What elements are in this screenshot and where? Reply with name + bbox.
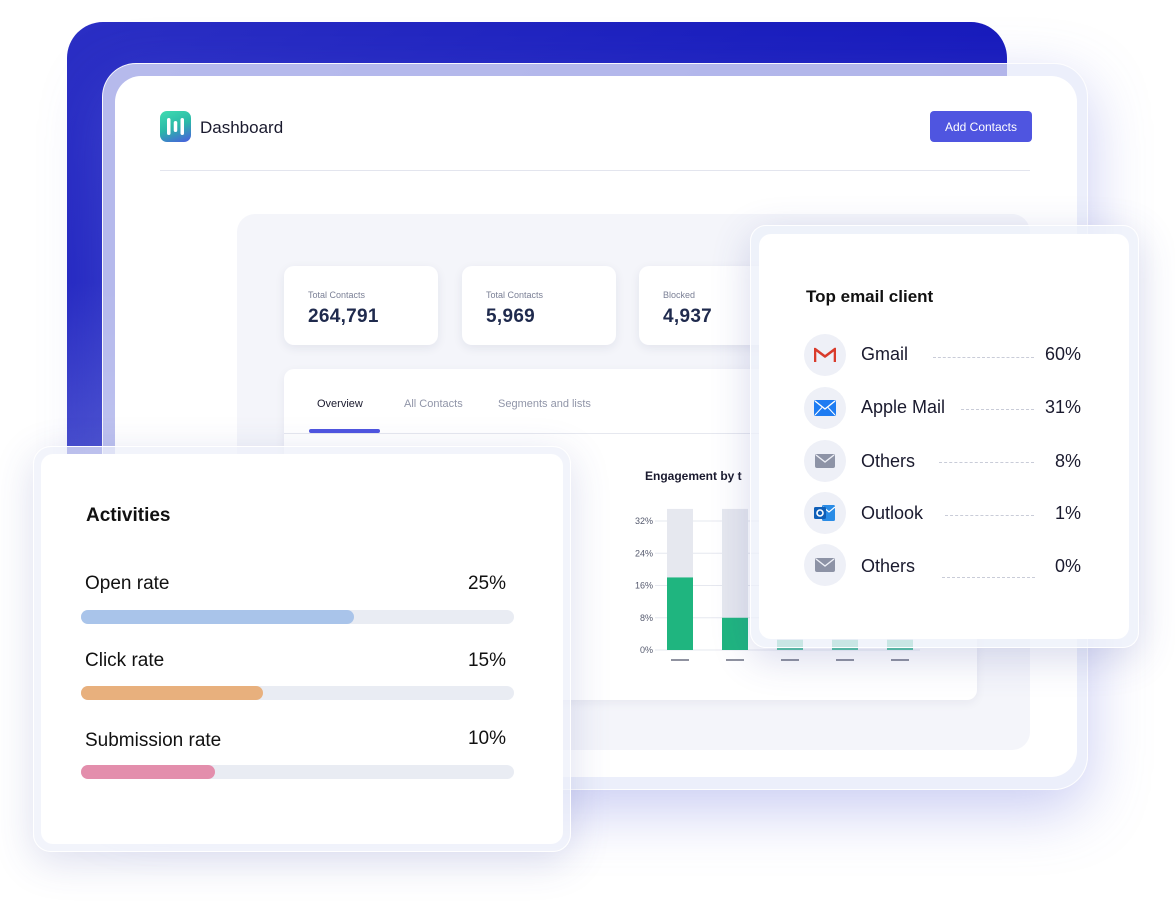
submission-rate-progress-track [81, 765, 514, 779]
client-name-others: Others [861, 451, 916, 471]
click-rate-label: Click rate [85, 650, 165, 671]
tabs-divider [284, 433, 977, 434]
y-tick-label: 8% [640, 613, 653, 623]
y-tick-label: 24% [635, 548, 653, 558]
stat-value: 4,937 [663, 306, 713, 327]
mail-icon [804, 544, 846, 586]
dotted-leader [942, 577, 1035, 578]
client-percent-apple-mail: 31% [1044, 397, 1081, 417]
gmail-icon [804, 334, 846, 376]
client-percent-gmail: 60% [1044, 344, 1081, 364]
stat-card-total-contacts: Total Contacts 264,791 [284, 266, 438, 345]
stat-value: 5,969 [486, 306, 536, 327]
y-tick-label: 32% [635, 516, 653, 526]
y-tick-label: 0% [640, 645, 653, 655]
submission-rate-progress-fill [81, 765, 216, 779]
open-rate-progress-track [81, 610, 514, 624]
client-percent-others-2: 0% [1054, 556, 1081, 576]
client-percent-others: 8% [1054, 451, 1081, 471]
apple-mail-icon [804, 387, 846, 429]
stat-label: Total Contacts [486, 290, 544, 300]
dotted-leader [939, 462, 1034, 463]
tab-all-contacts[interactable]: All Contacts [404, 398, 463, 410]
add-contacts-button[interactable]: Add Contacts [930, 111, 1032, 142]
outlook-icon [804, 492, 846, 534]
active-tab-indicator [309, 429, 380, 433]
mail-icon [804, 440, 846, 482]
chart-title: Engagement by t [645, 469, 742, 483]
submission-rate-value: 10% [467, 728, 506, 749]
stat-label: Total Contacts [308, 290, 366, 300]
click-rate-value: 15% [467, 650, 506, 671]
header-divider [160, 170, 1030, 171]
client-name-outlook: Outlook [861, 503, 924, 523]
stat-card-total-contacts-2: Total Contacts 5,969 [462, 266, 616, 345]
app-logo-icon [160, 111, 191, 142]
open-rate-value: 25% [467, 573, 506, 594]
open-rate-progress-fill [81, 610, 354, 624]
submission-rate-label: Submission rate [85, 730, 222, 751]
chart-bar [667, 577, 693, 650]
tab-overview[interactable]: Overview [317, 398, 363, 410]
dotted-leader [961, 409, 1034, 410]
client-name-gmail: Gmail [861, 344, 909, 364]
dotted-leader [945, 515, 1034, 516]
y-tick-label: 16% [635, 581, 653, 591]
email-client-title: Top email client [806, 287, 934, 306]
activities-title: Activities [86, 505, 171, 526]
page-title: Dashboard [200, 118, 284, 137]
chart-bar [722, 617, 748, 650]
click-rate-progress-track [81, 686, 514, 700]
click-rate-progress-fill [81, 686, 263, 700]
client-percent-outlook: 1% [1054, 503, 1081, 523]
dotted-leader [933, 357, 1034, 358]
activities-card [41, 454, 563, 844]
open-rate-label: Open rate [85, 573, 170, 594]
client-name-others-2: Others [861, 556, 916, 576]
client-name-apple-mail: Apple Mail [861, 397, 946, 417]
stat-label: Blocked [663, 290, 696, 300]
tab-segments-and-lists[interactable]: Segments and lists [498, 398, 591, 410]
stat-value: 264,791 [308, 306, 379, 327]
